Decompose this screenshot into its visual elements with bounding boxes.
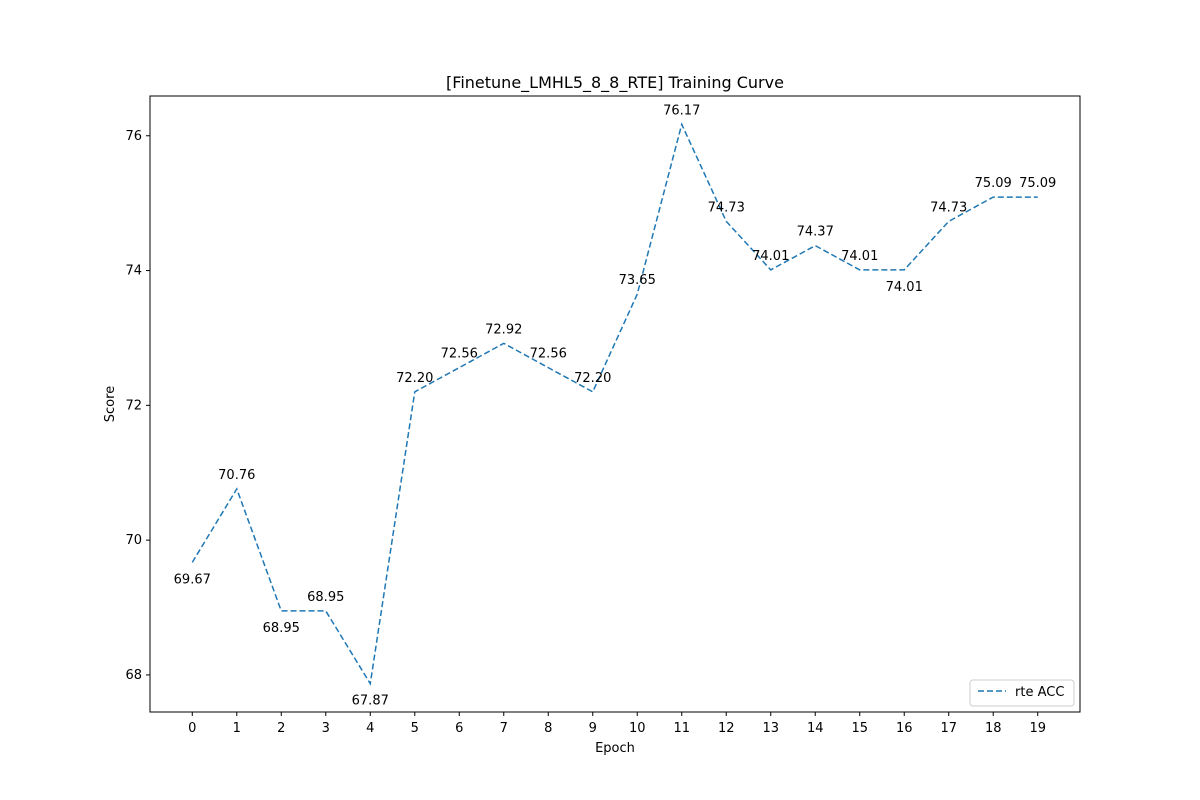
x-tick-label: 7 (500, 721, 508, 736)
x-axis-label: Epoch (595, 741, 635, 756)
y-tick-label: 72 (125, 398, 142, 413)
data-label: 72.56 (530, 347, 567, 362)
data-label: 74.73 (708, 200, 745, 215)
data-label: 70.76 (218, 468, 255, 483)
x-tick-label: 1 (233, 721, 241, 736)
x-tick-label: 0 (188, 721, 196, 736)
data-label: 74.73 (930, 200, 967, 215)
data-label: 67.87 (352, 694, 389, 709)
x-tick-label: 18 (985, 721, 1002, 736)
x-tick-label: 19 (1029, 721, 1046, 736)
y-tick-label: 74 (125, 264, 142, 279)
x-tick-label: 16 (896, 721, 913, 736)
y-axis-ticks: 68 70 72 74 76 (125, 129, 150, 683)
x-tick-label: 3 (322, 721, 330, 736)
data-label: 68.95 (263, 621, 300, 636)
data-label: 73.65 (619, 273, 656, 288)
x-tick-label: 11 (673, 721, 690, 736)
x-tick-label: 15 (851, 721, 868, 736)
legend-label: rte ACC (1015, 685, 1064, 700)
series-line-rte-acc (191, 122, 1038, 686)
y-tick-label: 68 (125, 668, 142, 683)
legend-box (969, 679, 1075, 707)
x-tick-label: 9 (589, 721, 597, 736)
x-tick-label: 8 (544, 721, 552, 736)
series-layer (191, 122, 1038, 686)
data-label: 76.17 (663, 103, 700, 118)
x-tick-label: 14 (807, 721, 824, 736)
x-tick-label: 10 (629, 721, 646, 736)
x-tick-label: 12 (718, 721, 735, 736)
data-label: 72.20 (574, 371, 611, 386)
data-labels-layer: 69.67 70.76 68.95 68.95 67.87 72.20 72.56 72.92… (174, 103, 1057, 708)
data-label: 75.09 (1019, 176, 1056, 191)
data-label: 68.95 (307, 590, 344, 605)
x-tick-label: 13 (762, 721, 779, 736)
y-tick-label: 70 (125, 533, 142, 548)
chart-title: [Finetune_LMHL5_8_8_RTE] Training Curve (446, 73, 784, 93)
legend: rte ACC (969, 679, 1075, 707)
data-label: 74.01 (752, 249, 789, 264)
x-tick-label: 17 (940, 721, 957, 736)
plot-area-frame (149, 95, 1081, 713)
data-label: 74.37 (797, 225, 834, 240)
data-label: 75.09 (975, 176, 1012, 191)
data-label: 69.67 (174, 572, 211, 587)
x-tick-label: 6 (455, 721, 463, 736)
y-tick-label: 76 (125, 129, 142, 144)
x-tick-label: 5 (411, 721, 419, 736)
y-axis-label: Score (103, 386, 118, 422)
x-tick-label: 2 (277, 721, 285, 736)
data-label: 72.92 (485, 322, 522, 337)
x-tick-label: 4 (366, 721, 374, 736)
data-label: 74.01 (841, 249, 878, 264)
data-label: 72.56 (441, 347, 478, 362)
data-label: 74.01 (886, 280, 923, 295)
data-label: 72.20 (396, 371, 433, 386)
x-axis-ticks: 0 1 2 3 4 5 6 7 8 9 10 11 12 13 14 15 16 17 18 19 (188, 712, 1046, 736)
